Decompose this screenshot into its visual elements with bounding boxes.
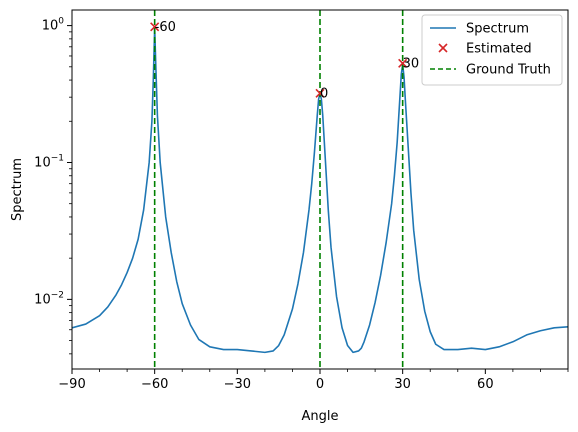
legend-label-spectrum: Spectrum — [466, 22, 529, 37]
peak-annotation: 30 — [403, 56, 420, 71]
legend: Spectrum Estimated Ground Truth — [421, 14, 563, 86]
x-tick-label: −30 — [224, 377, 251, 392]
x-tick-label: 0 — [316, 377, 324, 392]
y-axis-label: Spectrum — [10, 158, 25, 221]
plot-area — [72, 10, 568, 369]
legend-label-ground-truth: Ground Truth — [466, 63, 551, 78]
x-axis-label: Angle — [302, 409, 339, 424]
x-tick-label: 30 — [394, 377, 411, 392]
estimated-marker — [150, 22, 160, 32]
estimated-marker — [398, 58, 408, 68]
y-tick-label: 10−1 — [34, 153, 64, 170]
y-tick-label: 10−2 — [34, 290, 64, 307]
legend-label-estimated: Estimated — [466, 42, 532, 57]
legend-box — [421, 14, 563, 86]
axes: −90 −60 −30 0 30 60 10−2 10−1 100 — [34, 17, 569, 392]
spectrum-line — [72, 27, 568, 354]
x-tick-label: −60 — [141, 377, 168, 392]
x-tick-label: 60 — [477, 377, 494, 392]
peak-annotation: 0 — [320, 86, 328, 101]
x-tick-label: −90 — [58, 377, 85, 392]
peak-annotation: -60 — [155, 20, 176, 35]
y-tick-label: 100 — [42, 17, 65, 34]
legend-swatch-estimated — [438, 43, 448, 53]
estimated-marker — [315, 88, 325, 98]
